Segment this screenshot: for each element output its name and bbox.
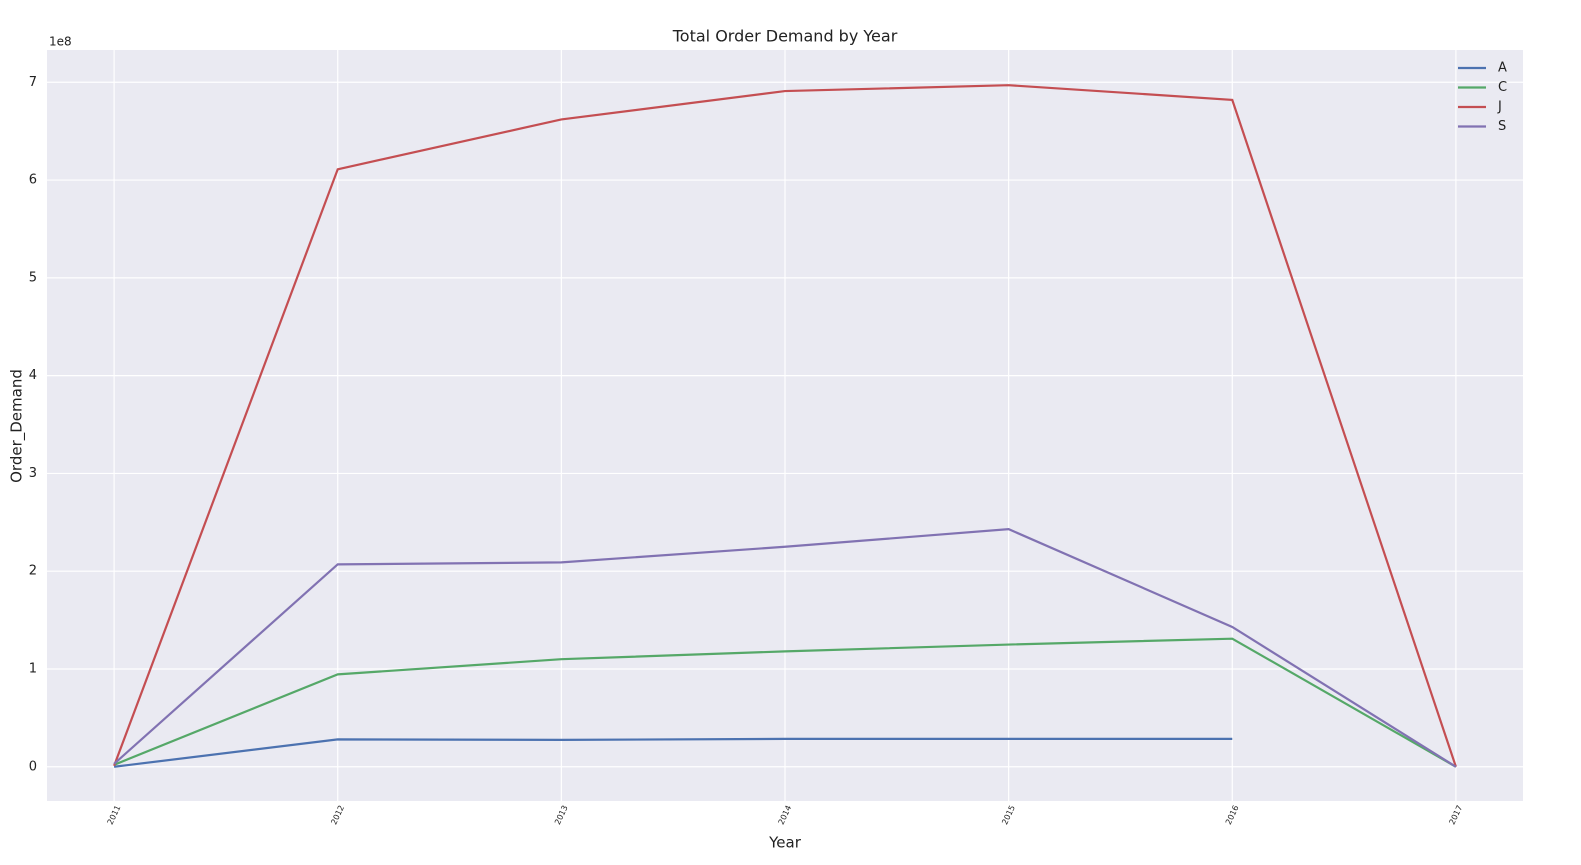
series-line bbox=[113, 737, 1233, 768]
x-tick-label: 2016 bbox=[1224, 804, 1241, 826]
x-tick-label: 2011 bbox=[106, 804, 123, 826]
series-line bbox=[113, 528, 1457, 768]
legend-label: S bbox=[1498, 119, 1506, 134]
chart-title: Total Order Demand by Year bbox=[672, 27, 898, 46]
x-tick-label: 2017 bbox=[1448, 804, 1465, 826]
y-tick-label: 6 bbox=[29, 173, 37, 188]
x-tick-label: 2012 bbox=[329, 804, 346, 826]
x-tick-label: 2014 bbox=[777, 804, 794, 826]
legend-label: C bbox=[1498, 80, 1507, 95]
y-tick-label: 4 bbox=[29, 368, 37, 383]
y-tick-label: 1 bbox=[29, 661, 37, 676]
legend-label: A bbox=[1498, 61, 1507, 76]
y-tick-label: 7 bbox=[29, 75, 37, 90]
y-offset-label: 1e8 bbox=[49, 35, 72, 49]
legend-label: J bbox=[1497, 100, 1502, 115]
series-line bbox=[113, 637, 1457, 768]
series-line bbox=[113, 84, 1457, 768]
y-tick-label: 0 bbox=[29, 759, 37, 774]
y-tick-label: 2 bbox=[29, 564, 37, 579]
y-tick-label: 3 bbox=[29, 466, 37, 481]
x-tick-label: 2015 bbox=[1000, 804, 1017, 826]
y-tick-label: 5 bbox=[29, 270, 37, 285]
x-tick-label: 2013 bbox=[553, 804, 570, 826]
y-axis-label: Order_Demand bbox=[8, 369, 27, 483]
x-axis-label: Year bbox=[768, 834, 802, 852]
